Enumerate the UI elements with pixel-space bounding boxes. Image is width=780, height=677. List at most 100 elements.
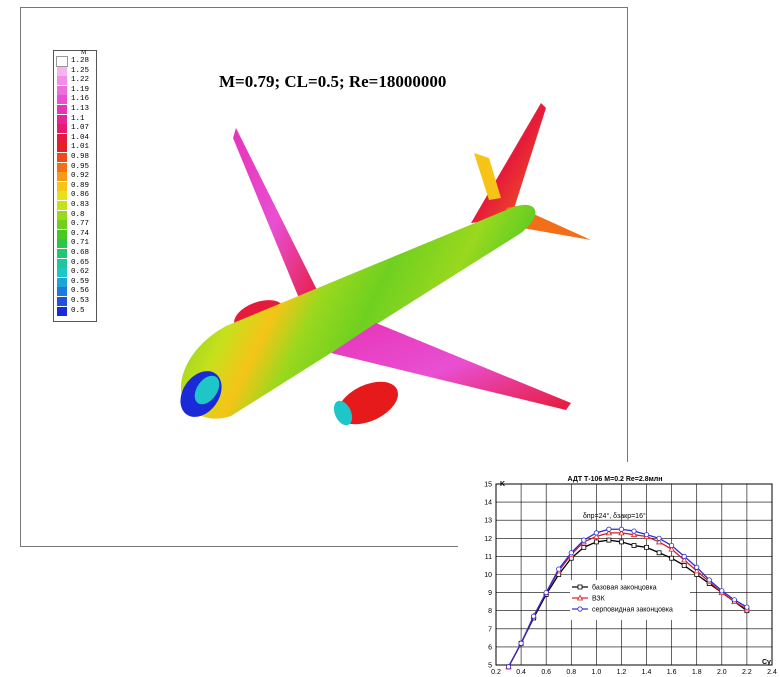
data-point: [618, 529, 625, 536]
chart-title: АДТ Т-106 М=0.2 Re=2.8млн: [568, 476, 663, 483]
legend-value: 0.8: [71, 210, 85, 219]
data-point: [656, 550, 662, 556]
legend-swatch: [57, 162, 67, 172]
aircraft-pressure-field: [180, 103, 591, 426]
data-point: [518, 640, 524, 646]
data-point: [681, 563, 687, 568]
data-point: [731, 597, 737, 603]
x-axis-label: Cy: [762, 659, 771, 666]
chart-series: [505, 526, 751, 670]
legend-swatch: [57, 210, 67, 220]
legend-swatch: [57, 95, 67, 105]
legend-swatch: [57, 277, 67, 287]
data-point: [681, 556, 688, 563]
data-point: [644, 544, 649, 550]
data-point: [568, 550, 574, 556]
legend-swatch: [57, 172, 67, 182]
legend-value: 0.56: [71, 287, 90, 296]
legend-swatch: [57, 268, 67, 278]
legend-value: 0.71: [71, 239, 90, 248]
legend-title: M: [81, 50, 87, 56]
legend-swatch: [57, 229, 67, 239]
data-point: [669, 542, 675, 549]
data-point: [669, 555, 675, 561]
legend-value: 0.86: [71, 191, 90, 200]
data-point: [606, 526, 612, 532]
legend-label: ВЗК: [592, 596, 606, 603]
legend-value: 0.62: [71, 268, 90, 277]
legend-swatch: [57, 114, 67, 124]
legend-value: 1.19: [71, 85, 90, 94]
legend-swatch: [57, 191, 67, 201]
y-tick-label: 12: [484, 536, 492, 543]
data-point: [619, 539, 624, 545]
legend-swatch: [57, 105, 67, 114]
x-tick-label: 1.4: [642, 669, 652, 676]
near-engine: [338, 381, 398, 425]
data-point: [593, 530, 599, 536]
legend-swatch: [57, 201, 67, 210]
data-point: [681, 553, 687, 560]
data-point: [543, 590, 549, 596]
data-point: [631, 528, 637, 534]
legend-swatch: [57, 76, 67, 86]
legend-value: 0.92: [71, 172, 90, 181]
legend-value: 1.13: [71, 105, 90, 113]
legend-value: 0.53: [71, 297, 90, 305]
y-tick-label: 14: [484, 500, 492, 507]
legend-marker: [576, 594, 584, 601]
data-point: [618, 526, 625, 532]
x-tick-label: 0.4: [516, 669, 526, 676]
legend-swatch: [57, 66, 67, 76]
y-axis-label: K: [500, 481, 505, 488]
legend-value: 0.59: [71, 277, 90, 286]
legend-swatch: [57, 258, 67, 268]
legend-swatch: [57, 143, 67, 153]
x-tick-label: 2.0: [717, 669, 727, 676]
nose-highlight: [194, 375, 220, 405]
legend-swatch: [57, 297, 67, 306]
legend-value: 0.74: [71, 229, 90, 238]
legend-value: 1.25: [71, 66, 90, 75]
data-point: [593, 539, 599, 545]
plot-frame: [495, 483, 773, 666]
legend-value: 0.95: [71, 162, 90, 171]
legend-marker: [577, 584, 583, 590]
y-tick-label: 13: [484, 518, 492, 525]
legend-value: 0.83: [71, 201, 90, 209]
data-point: [593, 533, 600, 539]
legend-label: серповидная законцовка: [592, 607, 673, 614]
legend-value: 0.77: [71, 220, 90, 229]
data-point: [643, 532, 650, 538]
data-point: [655, 538, 663, 545]
near-wing: [331, 323, 571, 410]
legend-swatch: [57, 239, 67, 249]
far-stabilizer: [474, 153, 501, 200]
chart-annotation: δпр=24°, δзакр=16°: [583, 512, 646, 520]
data-point: [605, 529, 613, 536]
x-tick-label: 1.6: [667, 669, 677, 676]
y-tick-label: 7: [488, 626, 492, 633]
legend-swatch: [57, 153, 67, 162]
y-tick-label: 10: [484, 572, 492, 579]
data-point: [719, 588, 725, 594]
legend-value: 0.65: [71, 258, 90, 267]
x-tick-label: 1.2: [617, 669, 627, 676]
legend-label: базовая законцовка: [592, 584, 657, 592]
legend-value: 1.01: [71, 143, 90, 152]
legend-swatch: [57, 133, 67, 143]
data-point: [694, 564, 700, 570]
x-tick-label: 0.2: [491, 669, 501, 676]
y-tick-label: 11: [485, 554, 492, 561]
data-point: [581, 537, 587, 543]
data-point: [656, 535, 662, 541]
legend-swatch: [57, 181, 67, 191]
cfd-figure: M=0.79; CL=0.5; Re=18000000 M 1.28 1.25 1.…: [20, 7, 628, 547]
fuselage: [180, 204, 536, 419]
legend-swatch: [57, 85, 67, 95]
legend-value: 1.22: [71, 76, 90, 85]
data-point: [531, 613, 537, 619]
data-point: [606, 537, 612, 543]
legend-swatch: [57, 249, 67, 258]
legend-value: 1.07: [71, 124, 90, 133]
